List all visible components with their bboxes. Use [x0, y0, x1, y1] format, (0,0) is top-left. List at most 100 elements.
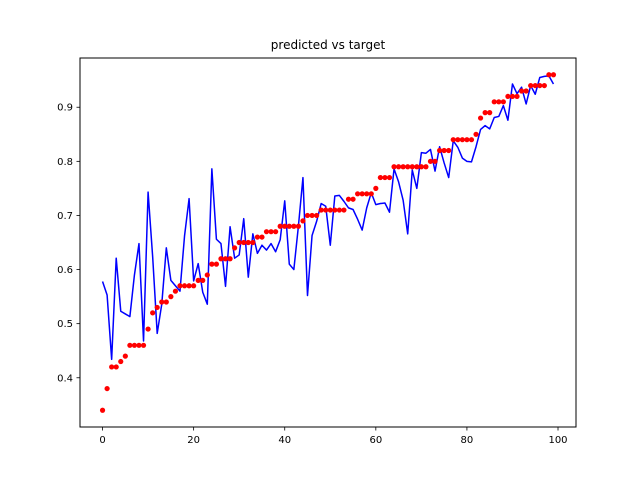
target-point — [323, 207, 329, 213]
target-point — [99, 407, 106, 413]
target-point — [464, 137, 470, 143]
target-point — [118, 358, 124, 365]
target-point — [209, 261, 215, 267]
target-point — [432, 158, 438, 164]
x-tick-label: 80 — [461, 435, 474, 446]
target-point — [263, 229, 270, 235]
target-point — [295, 223, 301, 229]
y-tick-label: 0.9 — [57, 103, 73, 114]
target-point — [227, 256, 233, 262]
y-tick-label: 0.8 — [57, 157, 73, 168]
target-point — [150, 310, 156, 316]
target-point — [304, 212, 311, 219]
target-point — [359, 191, 365, 197]
target-point — [491, 99, 497, 105]
target-point — [537, 82, 543, 89]
target-point — [468, 137, 475, 143]
target-point — [145, 326, 151, 332]
target-point — [191, 283, 197, 289]
target-point — [154, 304, 160, 311]
target-point — [436, 147, 443, 154]
y-tick-label: 0.5 — [57, 319, 73, 330]
target-point — [509, 93, 516, 100]
plot-area: 0 20 40 60 80 100 0.4 0.5 0.6 0.7 0.8 0.9 — [57, 57, 577, 446]
target-point — [318, 207, 324, 213]
target-point — [232, 245, 238, 251]
target-point — [195, 277, 201, 283]
target-point — [104, 385, 110, 392]
target-point — [473, 131, 479, 137]
y-tick-label: 0.6 — [57, 265, 73, 276]
target-point — [364, 191, 370, 197]
target-point — [136, 342, 142, 348]
target-point — [222, 256, 229, 262]
target-point — [218, 256, 224, 262]
target-point — [286, 223, 292, 229]
predicted-line — [101, 75, 555, 361]
target-point — [382, 174, 388, 181]
x-tick-label: 0 — [99, 435, 105, 446]
target-point — [282, 223, 288, 229]
target-point — [309, 212, 315, 219]
target-point — [177, 283, 183, 289]
target-point — [300, 218, 306, 224]
target-point — [550, 72, 557, 78]
target-point — [482, 110, 488, 116]
target-point — [291, 223, 297, 229]
target-point — [140, 342, 147, 348]
target-point — [273, 229, 279, 235]
target-point — [532, 82, 538, 89]
target-point — [400, 164, 406, 170]
target-point — [373, 185, 379, 191]
target-point — [423, 164, 429, 170]
target-point — [168, 294, 174, 300]
target-point — [241, 239, 247, 246]
target-point — [350, 196, 356, 202]
target-point — [113, 364, 119, 370]
target-point — [409, 164, 415, 170]
target-point — [496, 99, 502, 105]
target-point — [341, 207, 347, 213]
target-point — [518, 88, 525, 94]
target-point — [514, 93, 520, 100]
target-point — [345, 196, 352, 202]
target-point — [355, 191, 361, 197]
target-point — [405, 164, 411, 170]
target-point — [200, 277, 206, 283]
target-point — [450, 137, 456, 143]
target-point — [487, 110, 493, 116]
x-axis-ticks: 0 20 40 60 80 100 — [99, 427, 568, 446]
target-point — [505, 93, 511, 100]
x-tick-label: 60 — [369, 435, 382, 446]
axes-background — [80, 58, 576, 427]
target-point — [268, 229, 274, 235]
predicted-series-line — [101, 75, 555, 361]
target-point — [327, 207, 333, 213]
target-point — [391, 164, 397, 170]
target-point — [122, 353, 128, 359]
target-point — [500, 99, 506, 105]
x-tick-label: 100 — [548, 435, 567, 446]
y-tick-label: 0.4 — [57, 373, 73, 384]
target-point — [414, 164, 420, 170]
target-point — [386, 174, 393, 181]
target-point — [459, 137, 465, 143]
target-point — [277, 223, 283, 229]
y-tick-label: 0.7 — [57, 211, 73, 222]
target-point — [396, 164, 402, 170]
target-point — [427, 158, 434, 164]
target-point — [332, 207, 338, 213]
target-point — [245, 239, 251, 246]
target-point — [127, 342, 133, 348]
target-point — [523, 88, 529, 94]
y-axis-ticks: 0.4 0.5 0.6 0.7 0.8 0.9 — [57, 103, 80, 384]
target-point — [172, 288, 179, 294]
target-point — [477, 115, 484, 121]
target-point — [336, 207, 342, 213]
x-tick-label: 20 — [187, 435, 200, 446]
target-point — [446, 147, 452, 154]
target-point — [314, 212, 320, 219]
target-point — [455, 137, 461, 143]
target-point — [368, 191, 374, 197]
